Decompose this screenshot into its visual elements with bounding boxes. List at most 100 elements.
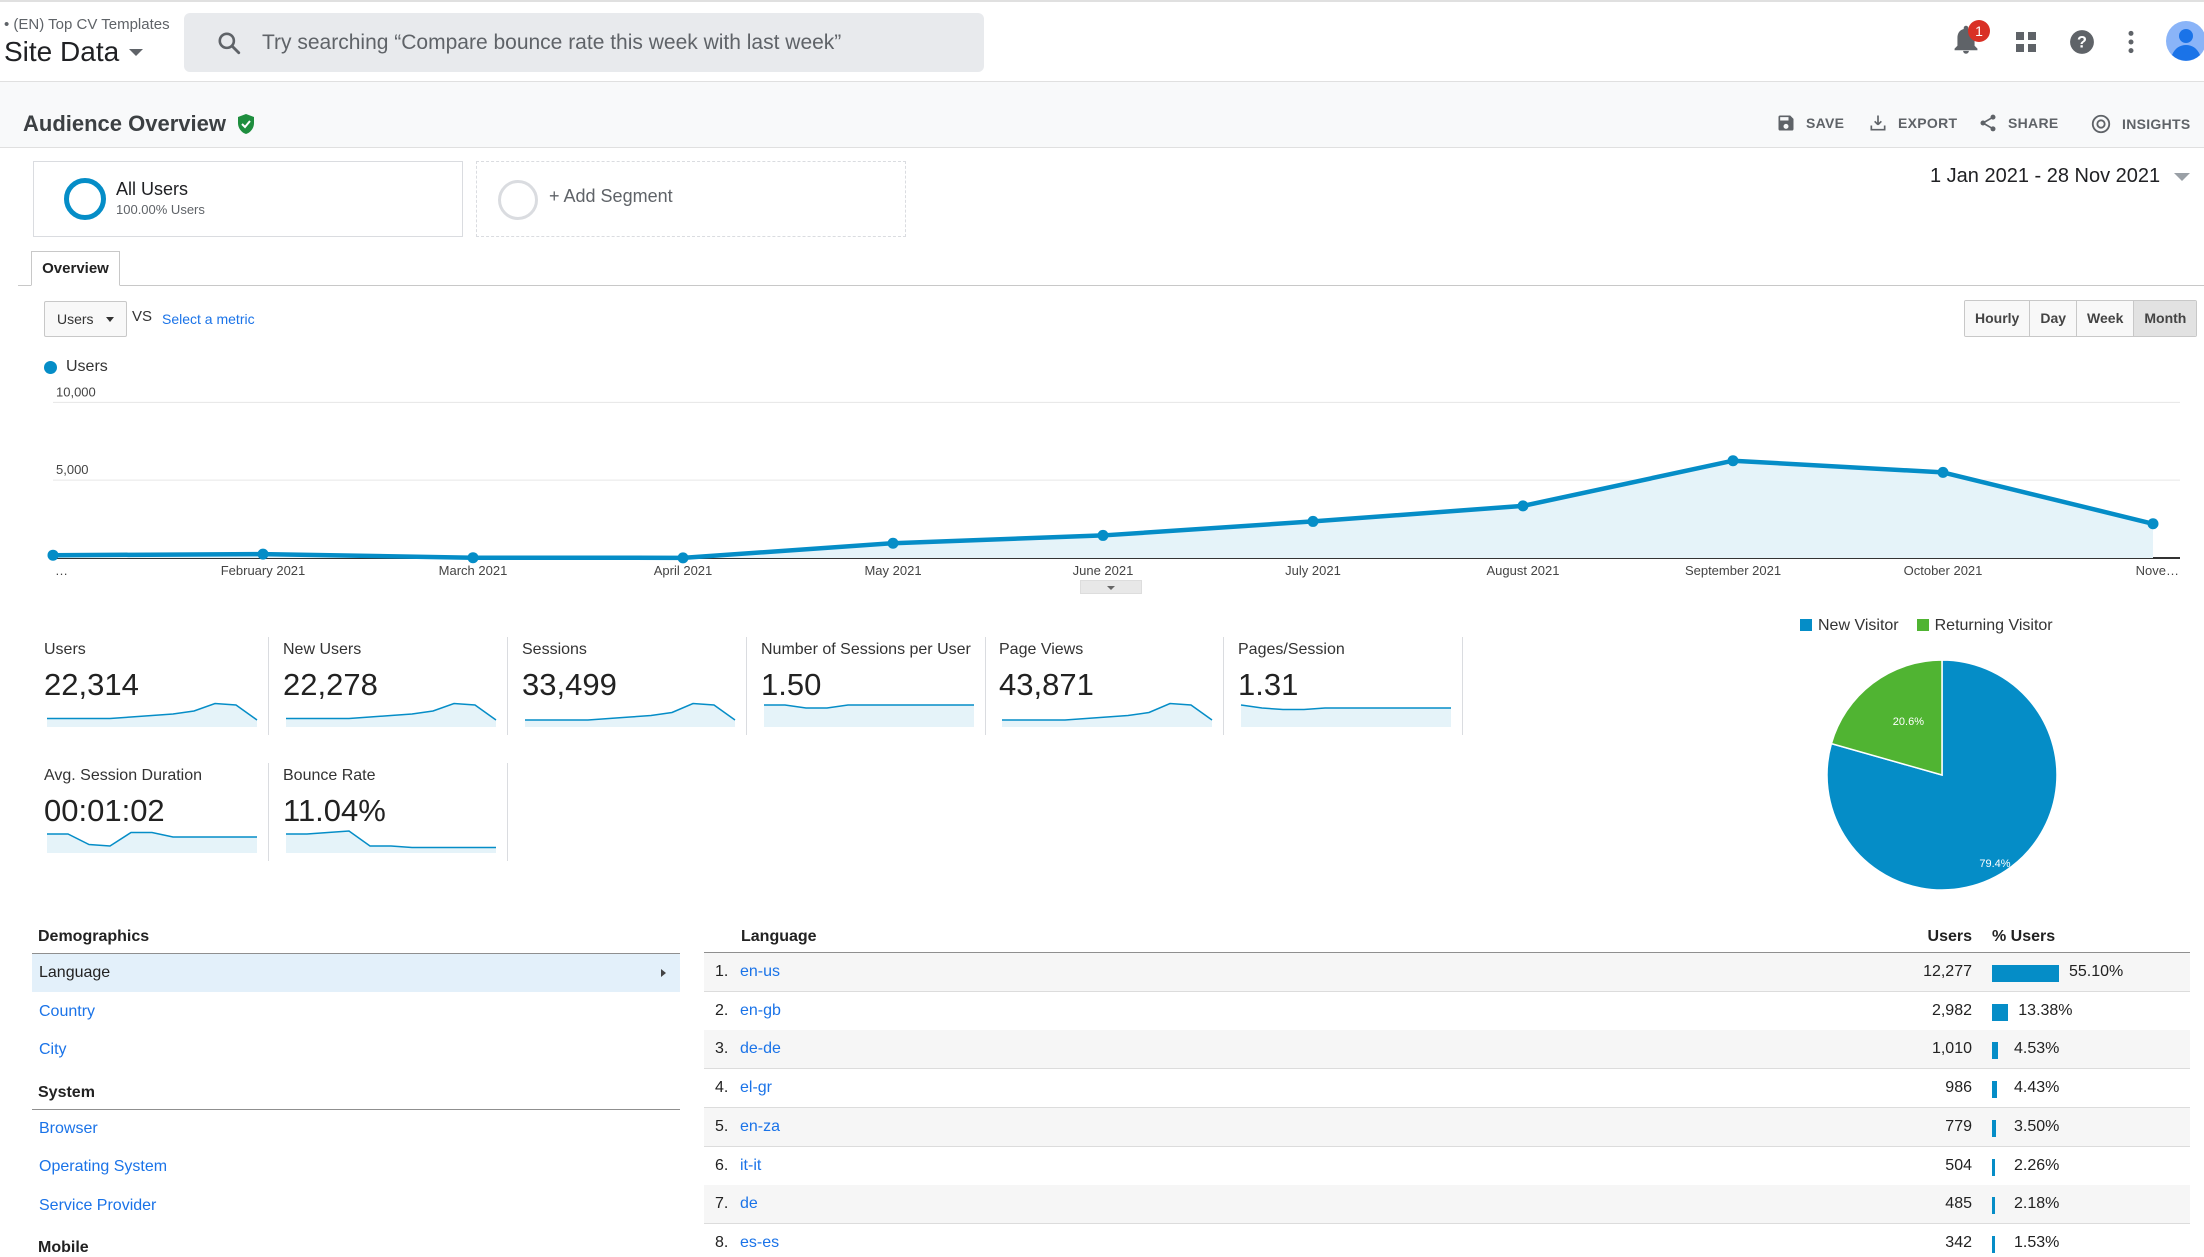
- language-link[interactable]: de: [740, 1195, 758, 1213]
- metric-label: Page Views: [999, 641, 1084, 658]
- data-point[interactable]: [1097, 529, 1109, 541]
- help-button[interactable]: ?: [2069, 29, 2095, 60]
- legend-label: Returning Visitor: [1934, 617, 2053, 634]
- language-link[interactable]: en-za: [740, 1117, 781, 1135]
- date-range-picker[interactable]: 1 Jan 2021 - 28 Nov 2021: [1930, 165, 2191, 188]
- metric-label: Pages/Session: [1238, 641, 1345, 658]
- row-rank: 8.: [715, 1233, 729, 1251]
- language-link[interactable]: en-gb: [740, 1001, 781, 1019]
- nav-item[interactable]: City: [32, 1031, 680, 1069]
- table-row: 4. el-gr 986 4.43%: [704, 1069, 2190, 1109]
- pie-legend-new-visitor: New Visitor: [1800, 617, 1899, 635]
- sparkline-area: [1002, 703, 1212, 727]
- metric-sparkline: [286, 702, 497, 727]
- nav-item[interactable]: Service Provider: [32, 1187, 680, 1225]
- chevron-down-icon: [129, 48, 144, 56]
- metric-tile[interactable]: Page Views 43,871: [999, 640, 1229, 742]
- data-point[interactable]: [1727, 455, 1739, 467]
- tile-divider: [1462, 637, 1463, 735]
- metric-tile[interactable]: Avg. Session Duration 00:01:02: [44, 766, 274, 868]
- apps-button[interactable]: [2014, 30, 2038, 59]
- property-selector[interactable]: Site Data: [4, 36, 144, 68]
- granularity-week[interactable]: Week: [2077, 301, 2135, 336]
- nav-item[interactable]: Country: [32, 993, 680, 1031]
- row-rank: 1.: [715, 963, 729, 980]
- row-users: 2,982: [1931, 1001, 1972, 1019]
- search-bar[interactable]: [184, 13, 984, 72]
- metric-tile[interactable]: Sessions 33,499: [522, 640, 752, 742]
- more-options-button[interactable]: [2126, 29, 2136, 60]
- sparkline-line: [1240, 704, 1451, 711]
- data-point[interactable]: [467, 552, 479, 564]
- granularity-hourly[interactable]: Hourly: [1965, 301, 2031, 336]
- data-point[interactable]: [1307, 515, 1319, 527]
- account-name[interactable]: • (EN) Top CV Templates: [4, 16, 170, 33]
- data-point[interactable]: [677, 552, 689, 564]
- percent-bar: [1992, 1235, 1995, 1253]
- table-row: 8. es-es 342 1.53%: [704, 1224, 2190, 1257]
- granularity-day[interactable]: Day: [2030, 301, 2078, 336]
- row-percent: 2.18%: [2014, 1195, 2060, 1213]
- language-table-header: Language Users % Users: [704, 928, 2190, 952]
- x-tick-label: May 2021: [864, 563, 921, 578]
- x-tick-label: February 2021: [221, 563, 306, 578]
- data-point[interactable]: [257, 548, 269, 560]
- sparkline-line: [47, 702, 258, 721]
- insights-button[interactable]: INSIGHTS: [2090, 113, 2191, 135]
- nav-item[interactable]: Browser: [32, 1110, 680, 1148]
- column-users: Users: [1927, 928, 1972, 945]
- page-title: Audience Overview: [23, 111, 256, 137]
- segment-all-users[interactable]: All Users 100.00% Users: [33, 161, 463, 237]
- language-link[interactable]: de-de: [740, 1040, 781, 1058]
- metric-sparkline: [47, 831, 257, 853]
- download-icon: [1870, 115, 1886, 131]
- save-icon: [1778, 115, 1794, 131]
- nav-item-label: City: [39, 1041, 67, 1058]
- data-point[interactable]: [47, 549, 59, 561]
- data-point[interactable]: [887, 537, 899, 549]
- table-row: 1. en-us 12,277 55.10%: [704, 953, 2190, 992]
- export-button[interactable]: EXPORT: [1868, 113, 1957, 133]
- metric-tile[interactable]: Bounce Rate 11.04%: [283, 766, 513, 868]
- language-link[interactable]: en-us: [740, 963, 781, 980]
- metric-tile[interactable]: Users 22,314: [44, 640, 274, 742]
- avatar: [2166, 21, 2204, 61]
- chart-collapse-handle[interactable]: [1080, 580, 1142, 594]
- sparkline-line: [286, 830, 496, 849]
- share-button[interactable]: SHARE: [1978, 113, 2059, 133]
- sparkline-line: [764, 704, 974, 709]
- data-point[interactable]: [1517, 500, 1529, 512]
- data-point[interactable]: [1937, 466, 1949, 478]
- tile-divider: [507, 637, 508, 735]
- sparkline-line: [286, 702, 497, 721]
- tile-divider: [1223, 637, 1224, 735]
- metric-value: 43,871: [999, 667, 1094, 702]
- pie-slice-returning-visitor[interactable]: [1830, 659, 1943, 776]
- select-metric-link[interactable]: Select a metric: [162, 311, 255, 327]
- account-avatar-button[interactable]: [2166, 21, 2204, 66]
- nav-item[interactable]: Language: [32, 954, 680, 992]
- language-link[interactable]: it-it: [740, 1156, 762, 1174]
- tab-overview[interactable]: Overview: [31, 251, 120, 286]
- data-point[interactable]: [2147, 518, 2159, 530]
- metric-tile[interactable]: New Users 22,278: [283, 640, 513, 742]
- save-label: SAVE: [1806, 115, 1845, 131]
- percent-bar: [1992, 1042, 1998, 1060]
- notifications-button[interactable]: 1: [1952, 20, 1990, 61]
- metric-tile[interactable]: Number of Sessions per User 1.50: [761, 640, 991, 742]
- search-input[interactable]: [262, 30, 922, 55]
- table-row: 2. en-gb 2,982 13.38%: [704, 992, 2190, 1031]
- percent-bar: [1992, 1158, 1995, 1176]
- metric-tile[interactable]: Pages/Session 1.31: [1238, 640, 1468, 742]
- language-link[interactable]: es-es: [740, 1233, 780, 1251]
- nav-item[interactable]: Operating System: [32, 1148, 680, 1186]
- metric-value: 11.04%: [283, 793, 386, 828]
- column-language: Language: [741, 928, 817, 945]
- save-button[interactable]: SAVE: [1776, 113, 1844, 133]
- granularity-month[interactable]: Month: [2134, 301, 2197, 336]
- language-link[interactable]: el-gr: [740, 1079, 773, 1097]
- verified-shield-icon: [237, 114, 254, 134]
- add-segment-button[interactable]: + Add Segment: [476, 161, 906, 237]
- metric-dropdown[interactable]: Users: [44, 301, 127, 337]
- granularity-toggle: Hourly Day Week Month: [1964, 300, 2198, 337]
